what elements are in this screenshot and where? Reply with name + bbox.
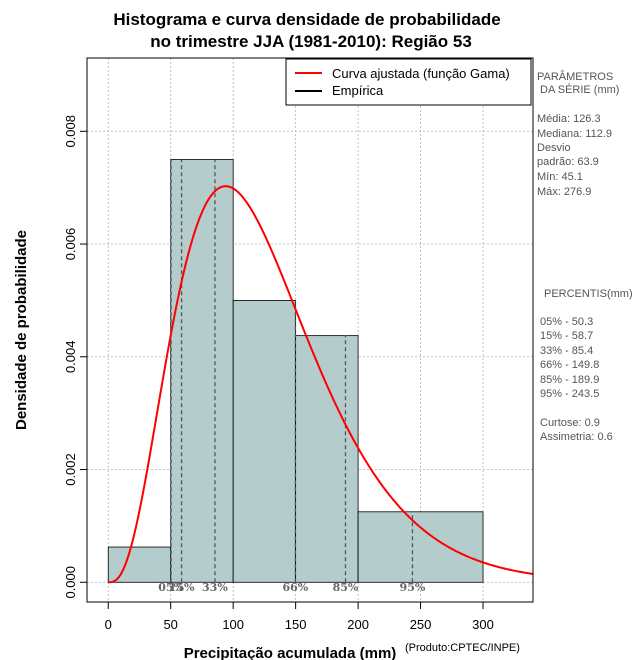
percentile-label-66: 66% xyxy=(283,581,309,594)
x-tick-label-0: 0 xyxy=(105,617,112,632)
percentis-title: PERCENTIS(mm) xyxy=(544,288,633,300)
histogram-bar-0 xyxy=(107,546,172,583)
param-desvio-1: Desvio xyxy=(537,142,571,154)
percentil-85: 85% - 189.9 xyxy=(540,374,599,386)
param-desvio-2: padrão: 63.9 xyxy=(537,156,599,168)
percentil-05: 05% - 50.3 xyxy=(540,316,593,328)
param-max: Máx: 276.9 xyxy=(537,186,591,198)
param-mediana: Mediana: 112.9 xyxy=(537,128,612,140)
chart-title-line-1: Histograma e curva densidade de probabil… xyxy=(113,10,500,29)
percentil-95: 95% - 243.5 xyxy=(540,388,599,400)
y-tick-label-1: 0.002 xyxy=(63,453,78,486)
percentile-markers: 05%15% 33% 66% 85% 95% xyxy=(158,159,426,594)
y-axis-label: Densidade de probabilidade xyxy=(13,230,30,430)
x-axis: 0 50 100 150 200 250 300 xyxy=(105,601,494,632)
y-tick-label-4: 0.008 xyxy=(63,115,78,148)
percentil-66: 66% - 149.8 xyxy=(540,359,599,371)
series-parameters-panel: PARÂMETROS DA SÉRIE (mm) Média: 126.3 Me… xyxy=(537,70,619,198)
y-tick-label-3: 0.006 xyxy=(63,228,78,261)
histogram-bar-2 xyxy=(232,300,297,583)
fitted-curve-layer xyxy=(108,185,533,584)
legend: Curva ajustada (função Gama) Empírica xyxy=(285,58,532,106)
y-axis: 0.000 0.002 0.004 0.006 0.008 xyxy=(63,115,87,599)
legend-box xyxy=(285,58,532,106)
credit-text: (Produto:CPTEC/INPE) xyxy=(405,642,520,654)
x-tick-label-6: 300 xyxy=(472,617,494,632)
percentiles-panel: PERCENTIS(mm) 05% - 50.3 15% - 58.7 33% … xyxy=(540,288,633,443)
legend-label-curve: Curva ajustada (função Gama) xyxy=(332,66,510,81)
x-tick-label-5: 250 xyxy=(410,617,432,632)
legend-label-empirical: Empírica xyxy=(332,83,384,98)
assimetria: Assimetria: 0.6 xyxy=(540,431,613,443)
fitted-gamma-curve xyxy=(108,185,533,584)
y-tick-label-0: 0.000 xyxy=(63,566,78,599)
params-title-1: PARÂMETROS xyxy=(537,70,613,83)
percentile-label-15: 15% xyxy=(169,581,195,594)
histogram-bar-1 xyxy=(170,159,234,583)
x-tick-label-2: 100 xyxy=(222,617,244,632)
curtose: Curtose: 0.9 xyxy=(540,417,600,429)
percentil-33: 33% - 85.4 xyxy=(540,345,593,357)
percentile-label-85: 85% xyxy=(333,581,359,594)
x-tick-label-1: 50 xyxy=(163,617,177,632)
percentil-15: 15% - 58.7 xyxy=(540,330,593,342)
x-tick-label-3: 150 xyxy=(285,617,307,632)
param-min: Mín: 45.1 xyxy=(537,171,583,183)
x-tick-label-4: 200 xyxy=(347,617,369,632)
params-title-2: DA SÉRIE (mm) xyxy=(540,83,619,96)
histogram-bar-4 xyxy=(357,511,484,583)
chart-title-line-2: no trimestre JJA (1981-2010): Região 53 xyxy=(150,32,472,51)
percentile-label-05: 05% xyxy=(158,581,184,594)
percentile-label-95: 95% xyxy=(400,581,426,594)
histogram-bar-3 xyxy=(295,335,359,583)
param-media: Média: 126.3 xyxy=(537,113,601,125)
y-tick-label-2: 0.004 xyxy=(63,341,78,374)
x-axis-label: Precipitação acumulada (mm) xyxy=(184,645,397,660)
percentile-label-33: 33% xyxy=(202,581,228,594)
